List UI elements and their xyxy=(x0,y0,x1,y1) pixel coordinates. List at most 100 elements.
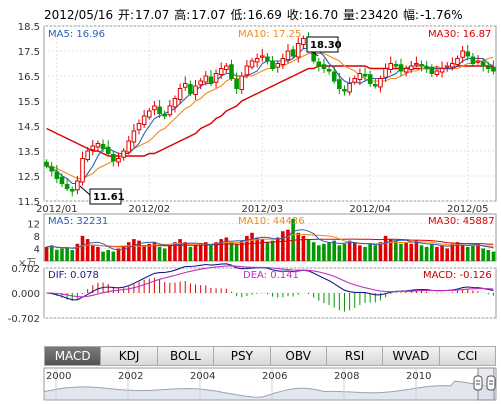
volume-bar xyxy=(70,250,75,261)
volume-bar xyxy=(286,229,290,261)
volume-bar xyxy=(65,247,69,261)
macd-macd-legend: MACD: -0.126 xyxy=(423,270,492,281)
volume-bar xyxy=(203,242,208,261)
volume-bar xyxy=(270,240,275,261)
volume-bar xyxy=(126,242,131,261)
volume-bar xyxy=(85,239,90,261)
price-ma5-legend: MA5: 16.96 xyxy=(48,29,105,40)
price-ma10-legend: MA10: 17.25 xyxy=(238,29,301,40)
volume-bar xyxy=(399,243,403,261)
overview-right-handle[interactable] xyxy=(486,375,496,391)
volume-bar xyxy=(188,246,193,261)
tab-kdj[interactable]: KDJ xyxy=(101,346,158,366)
volume-bar xyxy=(214,242,218,261)
candle xyxy=(141,115,147,125)
volume-label: 量: xyxy=(342,8,359,22)
candle xyxy=(475,60,481,63)
candle xyxy=(337,79,342,89)
volume-bar xyxy=(60,248,64,261)
tab-cci[interactable]: CCI xyxy=(439,346,496,366)
volume-bar xyxy=(435,246,439,261)
candle xyxy=(218,68,224,75)
volume-bar xyxy=(419,245,424,261)
volume-bar xyxy=(132,239,136,261)
volume-bar xyxy=(409,243,414,261)
candle xyxy=(270,61,275,69)
volume-bar xyxy=(342,243,347,261)
candle xyxy=(121,150,126,158)
volume-ma30-line xyxy=(46,238,494,249)
tab-psy[interactable]: PSY xyxy=(214,346,271,366)
month-label: 2012/04 xyxy=(349,204,391,215)
candle xyxy=(398,64,404,72)
volume-bar xyxy=(75,243,80,261)
volume-bar xyxy=(101,251,105,261)
volume-ma5-legend: MA5: 32231 xyxy=(48,216,108,227)
close-label: 收: xyxy=(286,8,303,22)
candle xyxy=(450,63,455,68)
tab-rsi[interactable]: RSI xyxy=(326,346,384,366)
candle xyxy=(213,73,219,83)
tab-boll[interactable]: BOLL xyxy=(157,346,215,366)
volume-bar xyxy=(229,242,234,261)
tab-macd[interactable]: MACD xyxy=(44,346,102,366)
volume-bar xyxy=(137,240,141,261)
volume-bar xyxy=(352,242,357,261)
price-tick-label: 16.5 xyxy=(18,72,40,83)
tab-wvad[interactable]: WVAD xyxy=(383,346,440,366)
candle xyxy=(491,66,496,72)
volume-tick-label: 12 xyxy=(27,219,40,230)
candle xyxy=(455,58,460,65)
volume-bar xyxy=(183,242,188,261)
price-tick-label: 12.5 xyxy=(18,172,40,183)
overview-left-handle[interactable] xyxy=(473,375,483,391)
macd-tick-label: 0.000 xyxy=(11,289,40,300)
candle xyxy=(321,64,327,69)
volume-bar xyxy=(178,239,182,261)
volume-bar xyxy=(193,245,198,261)
candle xyxy=(146,110,152,118)
low-annotation: 11.61 xyxy=(79,185,125,205)
candle xyxy=(152,105,157,111)
volume-bar xyxy=(460,245,465,261)
open-label: 开: xyxy=(118,8,135,22)
price-panel[interactable] xyxy=(43,25,497,202)
candle xyxy=(285,50,291,60)
tab-obv[interactable]: OBV xyxy=(270,346,327,366)
candle xyxy=(105,146,111,154)
candle xyxy=(419,64,424,67)
candle xyxy=(131,130,137,143)
high-annotation: 18.30 xyxy=(306,36,342,57)
candle xyxy=(362,74,368,77)
candle xyxy=(239,75,245,90)
volume-bar xyxy=(486,250,491,261)
volume-bar xyxy=(234,243,239,261)
candle xyxy=(444,65,450,68)
candle xyxy=(177,88,183,100)
volume-bar xyxy=(239,240,244,261)
overview-year-label: 2000 xyxy=(46,371,71,382)
volume-bar xyxy=(219,239,224,261)
overview-year-label: 2008 xyxy=(334,371,359,382)
volume-bar xyxy=(388,239,393,261)
volume-bar xyxy=(394,240,398,261)
volume-bar xyxy=(224,237,229,261)
candle xyxy=(460,50,465,58)
overview-year-label: 2006 xyxy=(262,371,287,382)
candle xyxy=(182,83,188,88)
volume-bar xyxy=(429,243,434,261)
change-value: -1.76% xyxy=(420,8,463,22)
candle xyxy=(116,158,121,163)
candle xyxy=(465,51,471,57)
price-tick-label: 18.5 xyxy=(18,22,40,33)
volume-bar xyxy=(368,243,372,261)
candle xyxy=(44,161,49,167)
volume-bar xyxy=(378,242,383,261)
candle xyxy=(372,84,378,87)
macd-tick-label: -0.702 xyxy=(8,314,40,325)
volume-bar xyxy=(275,237,280,261)
volume-unit-label: ×万 xyxy=(18,258,36,269)
volume-tick-label: 4 xyxy=(34,244,40,255)
